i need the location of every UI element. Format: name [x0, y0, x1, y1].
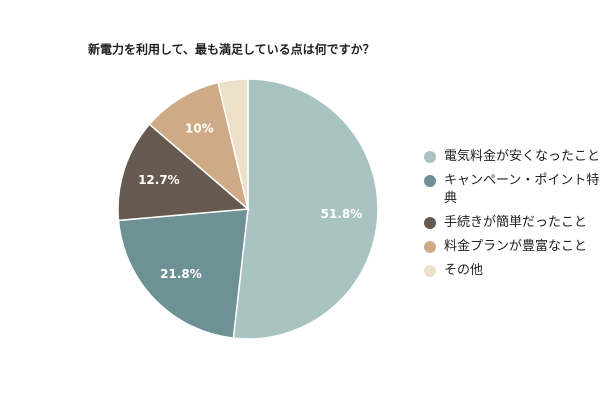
- legend-swatch: [424, 175, 436, 187]
- legend-item: 料金プランが豊富なこと: [424, 238, 600, 256]
- data-label: 51.8%: [321, 207, 363, 221]
- legend-swatch: [424, 217, 436, 229]
- legend-label: その他: [444, 263, 484, 278]
- pie-slice: [148, 81, 250, 212]
- legend-swatch: [424, 241, 436, 253]
- legend-item: その他: [424, 262, 600, 280]
- pie-slice: [117, 208, 249, 339]
- data-label: 12.7%: [138, 173, 180, 187]
- legend-label: 電気料金が安くなったこと: [444, 149, 600, 164]
- chart-title: 新電力を利用して、最も満足している点は何ですか？: [88, 42, 375, 57]
- legend-swatch: [424, 265, 436, 277]
- legend-label: 料金プランが豊富なこと: [444, 239, 588, 254]
- legend-item: キャンペーン・ポイント特典: [424, 172, 600, 208]
- data-label: 21.8%: [160, 267, 202, 281]
- data-label: 10%: [185, 122, 214, 136]
- pie-slice: [117, 123, 250, 222]
- legend-item: 電気料金が安くなったこと: [424, 148, 600, 166]
- legend: 電気料金が安くなったことキャンペーン・ポイント特典手続きが簡単だったこと 料金プラ…: [424, 148, 600, 286]
- legend-label: キャンペーン・ポイント特典: [444, 173, 600, 206]
- pie-slice: [217, 78, 249, 210]
- pie-slice: [232, 78, 379, 340]
- legend-item: 手続きが簡単だったこと: [424, 214, 600, 232]
- legend-swatch: [424, 151, 436, 163]
- legend-label: 手続きが簡単だったこと: [444, 215, 588, 230]
